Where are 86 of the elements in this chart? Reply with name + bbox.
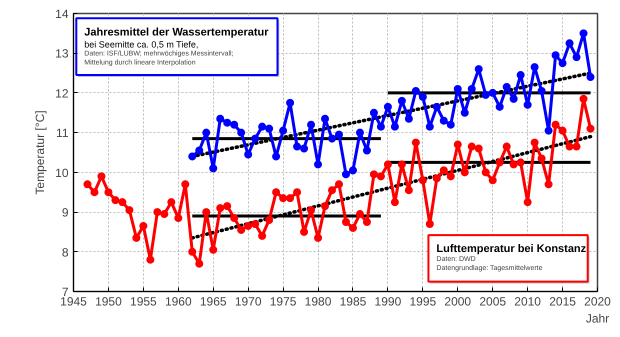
point: [216, 114, 224, 123]
x-tick-label: 2020: [584, 294, 612, 308]
x-tick-label: 1960: [164, 294, 192, 308]
x-axis-title: Jahr: [586, 312, 610, 326]
point: [524, 100, 532, 109]
point: [502, 82, 511, 91]
annotation: Jahresmittel der Wassertemperatur: [84, 26, 270, 38]
point: [516, 71, 525, 80]
x-tick-label: 1990: [374, 294, 402, 308]
x-tick-label: 1950: [95, 294, 122, 308]
point: [446, 120, 455, 129]
point: [293, 142, 302, 151]
point: [454, 84, 462, 93]
x-tick-label: 2010: [514, 294, 542, 308]
point: [300, 144, 308, 153]
x-tick-label: 2015: [549, 294, 576, 308]
point: [384, 102, 392, 111]
annotation: Lufttemperatur bei Konstanz: [436, 243, 587, 256]
point: [307, 120, 316, 129]
point: [376, 122, 385, 131]
point: [209, 164, 218, 172]
point: [342, 170, 350, 178]
x-tick-label: 2000: [444, 294, 472, 308]
point: [362, 146, 371, 155]
point: [474, 65, 483, 74]
point: [398, 96, 406, 105]
point: [440, 116, 448, 125]
y-tick-label: 12: [55, 86, 69, 100]
point: [195, 146, 204, 155]
y-axis-title: Temperatur [°C]: [33, 110, 48, 195]
point: [510, 94, 518, 103]
y-tick-label: 8: [62, 245, 69, 260]
x-tick-label: 1995: [409, 294, 437, 308]
x-tick-label: 1975: [270, 294, 297, 308]
annotation: bei Seemitte ca. 0,5 m Tiefe,: [84, 39, 198, 50]
y-tick-label: 14: [55, 7, 69, 21]
y-tick-label: 9: [62, 206, 69, 220]
point: [356, 128, 364, 137]
point: [460, 108, 469, 117]
point: [272, 152, 280, 160]
x-tick-label: 2005: [479, 294, 506, 308]
point: [404, 114, 413, 123]
point: [496, 102, 504, 111]
x-tick-label: 1955: [130, 294, 158, 308]
point: [328, 134, 336, 143]
point: [223, 118, 232, 127]
point: [286, 98, 294, 107]
point: [580, 29, 588, 38]
x-tick-label: 1985: [340, 294, 367, 308]
point: [426, 122, 434, 131]
point: [244, 150, 252, 158]
point: [258, 122, 266, 131]
point: [390, 122, 399, 131]
x-tick-label: 1965: [200, 294, 227, 308]
point: [334, 130, 343, 139]
y-tick-label: 13: [55, 46, 69, 61]
point: [321, 114, 330, 123]
point: [544, 126, 553, 135]
point: [468, 84, 476, 93]
x-tick-label: 1970: [234, 294, 262, 308]
point: [314, 160, 322, 168]
point: [370, 108, 378, 117]
y-tick-label: 11: [56, 126, 69, 140]
point: [586, 73, 595, 82]
point: [572, 53, 581, 62]
point: [566, 39, 574, 48]
point: [488, 88, 497, 97]
point: [538, 86, 546, 95]
point: [418, 92, 427, 101]
point: [188, 152, 196, 160]
x-tick-label: 1945: [60, 294, 88, 308]
point: [230, 120, 238, 129]
point: [552, 51, 560, 60]
point: [251, 134, 260, 143]
point: [279, 126, 288, 135]
x-tick-label: 1980: [304, 294, 332, 308]
point: [202, 128, 210, 137]
point: [237, 128, 246, 137]
point: [530, 63, 539, 72]
point: [348, 166, 357, 174]
point: [558, 59, 567, 68]
point: [482, 90, 490, 99]
point: [412, 86, 420, 95]
point: [432, 102, 441, 111]
point: [265, 124, 274, 133]
y-tick-label: 10: [55, 166, 69, 180]
